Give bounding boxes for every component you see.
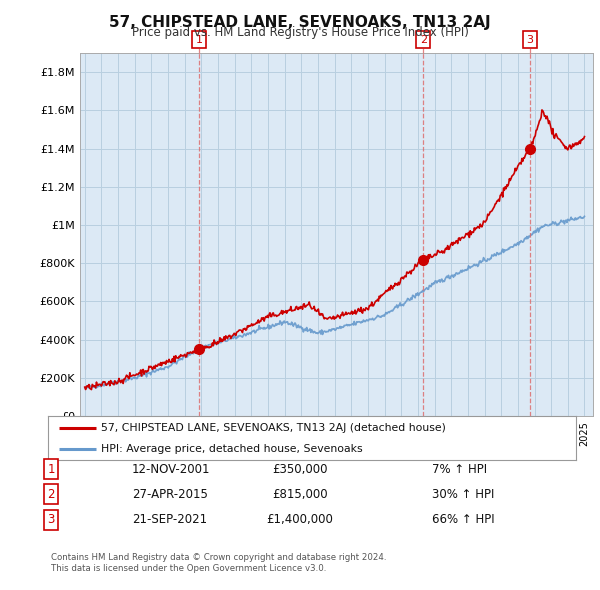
Text: 57, CHIPSTEAD LANE, SEVENOAKS, TN13 2AJ (detached house): 57, CHIPSTEAD LANE, SEVENOAKS, TN13 2AJ …	[101, 424, 446, 433]
Text: 27-APR-2015: 27-APR-2015	[132, 488, 208, 501]
Text: £1,400,000: £1,400,000	[266, 513, 334, 526]
Text: 3: 3	[526, 35, 533, 44]
Text: 12-NOV-2001: 12-NOV-2001	[132, 463, 211, 476]
Text: 66% ↑ HPI: 66% ↑ HPI	[432, 513, 494, 526]
Text: 1: 1	[196, 35, 203, 44]
Text: 2: 2	[47, 488, 55, 501]
Text: £350,000: £350,000	[272, 463, 328, 476]
Text: HPI: Average price, detached house, Sevenoaks: HPI: Average price, detached house, Seve…	[101, 444, 362, 454]
Text: 2: 2	[419, 35, 427, 44]
Text: This data is licensed under the Open Government Licence v3.0.: This data is licensed under the Open Gov…	[51, 564, 326, 573]
Text: 21-SEP-2021: 21-SEP-2021	[132, 513, 207, 526]
Text: £815,000: £815,000	[272, 488, 328, 501]
Text: Contains HM Land Registry data © Crown copyright and database right 2024.: Contains HM Land Registry data © Crown c…	[51, 553, 386, 562]
Text: Price paid vs. HM Land Registry's House Price Index (HPI): Price paid vs. HM Land Registry's House …	[131, 26, 469, 39]
Text: 30% ↑ HPI: 30% ↑ HPI	[432, 488, 494, 501]
Text: 1: 1	[47, 463, 55, 476]
Text: 3: 3	[47, 513, 55, 526]
Text: 57, CHIPSTEAD LANE, SEVENOAKS, TN13 2AJ: 57, CHIPSTEAD LANE, SEVENOAKS, TN13 2AJ	[109, 15, 491, 30]
Text: 7% ↑ HPI: 7% ↑ HPI	[432, 463, 487, 476]
